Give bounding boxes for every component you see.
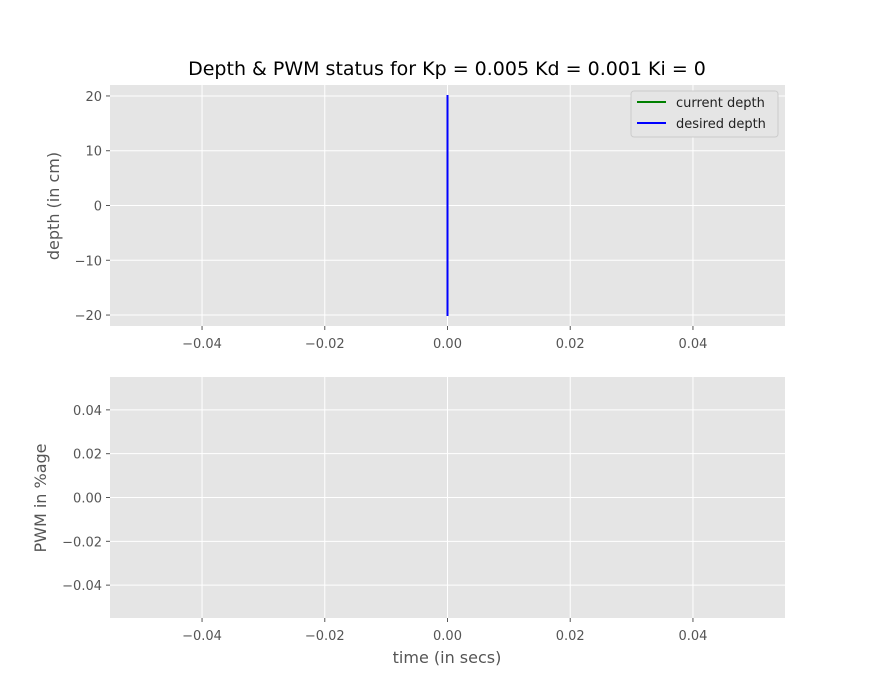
depth-x-tick-label: 0.02 xyxy=(556,337,585,352)
depth-x-tick-label: −0.04 xyxy=(182,337,222,352)
pwm-plot-grid xyxy=(110,377,785,618)
depth-x-tick-label: 0.00 xyxy=(433,337,462,352)
pwm-y-tick-label: 0.04 xyxy=(73,404,102,419)
legend-box xyxy=(630,90,779,138)
pwm-plot-x-ticks: −0.04 −0.02 0.00 0.02 0.04 xyxy=(182,618,707,644)
pwm-x-tick-label: −0.02 xyxy=(305,629,345,644)
pwm-y-tick-label: −0.02 xyxy=(62,535,102,550)
depth-y-tick-label: 10 xyxy=(85,145,102,160)
pwm-plot-y-ticks: −0.04 −0.02 0.00 0.02 0.04 xyxy=(62,404,110,594)
depth-plot-x-ticks: −0.04 −0.02 0.00 0.02 0.04 xyxy=(182,326,707,352)
pwm-x-tick-label: 0.04 xyxy=(678,629,707,644)
pwm-plot: −0.04 −0.02 0.00 0.02 0.04 −0.04 −0.02 0.00 0.0… xyxy=(31,377,785,667)
depth-y-tick-label: −20 xyxy=(75,309,102,324)
pwm-x-tick-label: 0.00 xyxy=(433,629,462,644)
pwm-y-tick-label: 0.02 xyxy=(73,448,102,463)
depth-y-tick-label: 20 xyxy=(85,90,102,105)
pwm-y-tick-label: 0.00 xyxy=(73,492,102,507)
chart-title: Depth & PWM status for Kp = 0.005 Kd = 0… xyxy=(188,58,706,80)
depth-y-tick-label: −10 xyxy=(75,254,102,269)
pwm-plot-ylabel: PWM in %age xyxy=(31,443,50,552)
legend-label-current-depth: current depth xyxy=(676,96,765,111)
depth-plot: −0.04 −0.02 0.00 0.02 0.04 −20 −10 0 10 20 depth… xyxy=(44,85,785,352)
depth-plot-ylabel: depth (in cm) xyxy=(44,152,63,260)
depth-plot-y-ticks: −20 −10 0 10 20 xyxy=(75,90,110,324)
depth-x-tick-label: 0.04 xyxy=(678,337,707,352)
pwm-y-tick-label: −0.04 xyxy=(62,579,102,594)
pwm-plot-xlabel: time (in secs) xyxy=(393,648,502,667)
depth-y-tick-label: 0 xyxy=(94,200,102,215)
pwm-x-tick-label: −0.04 xyxy=(182,629,222,644)
legend-label-desired-depth: desired depth xyxy=(676,117,766,132)
depth-x-tick-label: −0.02 xyxy=(305,337,345,352)
pwm-x-tick-label: 0.02 xyxy=(556,629,585,644)
legend: current depth desired depth xyxy=(630,90,779,138)
